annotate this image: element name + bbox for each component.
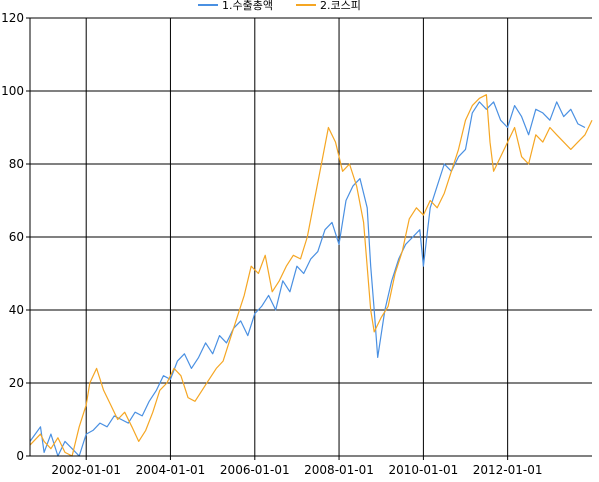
series-line-2	[29, 94, 593, 457]
x-tick-label: 2010-01-01	[389, 463, 459, 477]
y-tick-label: 40	[9, 303, 24, 317]
x-tick-label: 2002-01-01	[51, 463, 121, 477]
y-tick-label: 100	[1, 84, 24, 98]
y-tick-label: 120	[1, 11, 24, 25]
y-tick-label: 60	[9, 230, 24, 244]
legend-label-2: 2.코스피	[320, 0, 361, 12]
x-tick-label: 2004-01-01	[136, 463, 206, 477]
legend-label-1: 1.수출총액	[222, 0, 273, 12]
x-axis-ticks: 2002-01-01 2004-01-01 2006-01-01 2008-01-01…	[51, 456, 543, 477]
series-line-1	[29, 101, 586, 457]
y-tick-label: 0	[16, 449, 24, 463]
gridlines	[30, 17, 592, 457]
x-tick-label: 2008-01-01	[304, 463, 374, 477]
legend: 1.수출총액 2.코스피	[198, 0, 361, 12]
x-tick-label: 2006-01-01	[220, 463, 290, 477]
y-tick-label: 20	[9, 376, 24, 390]
x-tick-label: 2012-01-01	[473, 463, 543, 477]
series-layer	[29, 94, 593, 457]
y-axis-ticks: 0 20 40 60 80 100 120	[1, 11, 30, 463]
y-tick-label: 80	[9, 157, 24, 171]
